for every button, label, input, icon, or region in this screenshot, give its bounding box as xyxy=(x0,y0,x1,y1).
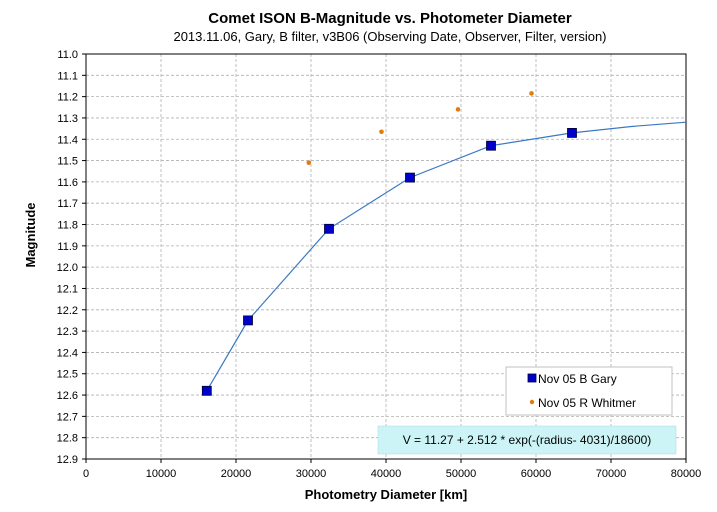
y-tick-label: 12.0 xyxy=(57,262,78,274)
chart-subtitle: 2013.11.06, Gary, B filter, v3B06 (Obser… xyxy=(173,29,606,44)
fit-curve-line xyxy=(206,121,687,392)
y-tick-label: 12.4 xyxy=(57,347,78,359)
legend-label-gary: Nov 05 B Gary xyxy=(538,372,617,386)
y-axis-label: Magnitude xyxy=(23,203,38,268)
y-tick-label: 11.5 xyxy=(57,156,78,168)
formula-annotation: V = 11.27 + 2.512 * exp(-(radius- 4031)/… xyxy=(377,425,677,455)
formula-box xyxy=(377,425,677,455)
x-tick-label: 50000 xyxy=(446,468,477,480)
whitmer-point xyxy=(306,160,312,165)
x-tick-label: 30000 xyxy=(296,468,327,480)
gary-point xyxy=(405,172,415,183)
y-tick-label: 11.2 xyxy=(57,92,78,104)
x-tick-label: 70000 xyxy=(596,468,627,480)
x-axis-ticks: 0 10000 20000 30000 40000 50000 60000 70000 8000… xyxy=(83,459,701,480)
x-tick-label: 60000 xyxy=(521,468,552,480)
legend: Nov 05 B Gary Nov 05 R Whitmer xyxy=(505,366,673,416)
gary-point xyxy=(486,140,496,151)
whitmer-point xyxy=(455,107,461,112)
x-tick-label: 20000 xyxy=(221,468,252,480)
y-tick-label: 11.1 xyxy=(57,70,78,82)
y-tick-label: 12.1 xyxy=(57,283,78,295)
legend-marker-whitmer xyxy=(529,399,535,405)
legend-marker-gary xyxy=(527,373,537,383)
x-axis-label: Photometry Diameter [km] xyxy=(305,487,468,502)
y-tick-label: 11.0 xyxy=(57,49,78,61)
y-tick-label: 12.8 xyxy=(57,433,78,445)
y-tick-label: 11.9 xyxy=(57,241,78,253)
gary-point xyxy=(201,385,212,396)
y-tick-label: 11.4 xyxy=(57,134,78,146)
y-tick-label: 12.2 xyxy=(57,305,78,317)
series-layer xyxy=(201,91,687,396)
x-tick-label: 10000 xyxy=(146,468,177,480)
y-tick-label: 11.3 xyxy=(57,113,78,125)
gary-point xyxy=(243,315,253,326)
formula-text: V = 11.27 + 2.512 * exp(-(radius- 4031)/… xyxy=(403,433,652,447)
legend-label-whitmer: Nov 05 R Whitmer xyxy=(538,396,636,410)
x-tick-label: 40000 xyxy=(371,468,402,480)
y-tick-label: 12.7 xyxy=(57,411,78,423)
chart-title: Comet ISON B-Magnitude vs. Photometer Di… xyxy=(208,10,572,27)
y-tick-label: 12.3 xyxy=(57,326,78,338)
gary-point xyxy=(567,127,577,138)
whitmer-point xyxy=(529,91,534,96)
whitmer-point xyxy=(379,129,384,135)
gary-point xyxy=(324,223,334,234)
x-tick-label: 80000 xyxy=(671,468,702,480)
y-axis-ticks: 11.0 11.1 11.2 11.3 11.4 11.5 11.6 11.7 11.8 11.9… xyxy=(57,49,86,466)
y-tick-label: 12.5 xyxy=(57,369,78,381)
y-tick-label: 11.7 xyxy=(57,198,78,210)
y-tick-label: 11.8 xyxy=(57,220,78,232)
x-tick-label: 0 xyxy=(83,468,89,480)
y-tick-label: 12.9 xyxy=(57,454,78,466)
y-tick-label: 12.6 xyxy=(57,390,78,402)
y-tick-label: 11.6 xyxy=(57,177,78,189)
